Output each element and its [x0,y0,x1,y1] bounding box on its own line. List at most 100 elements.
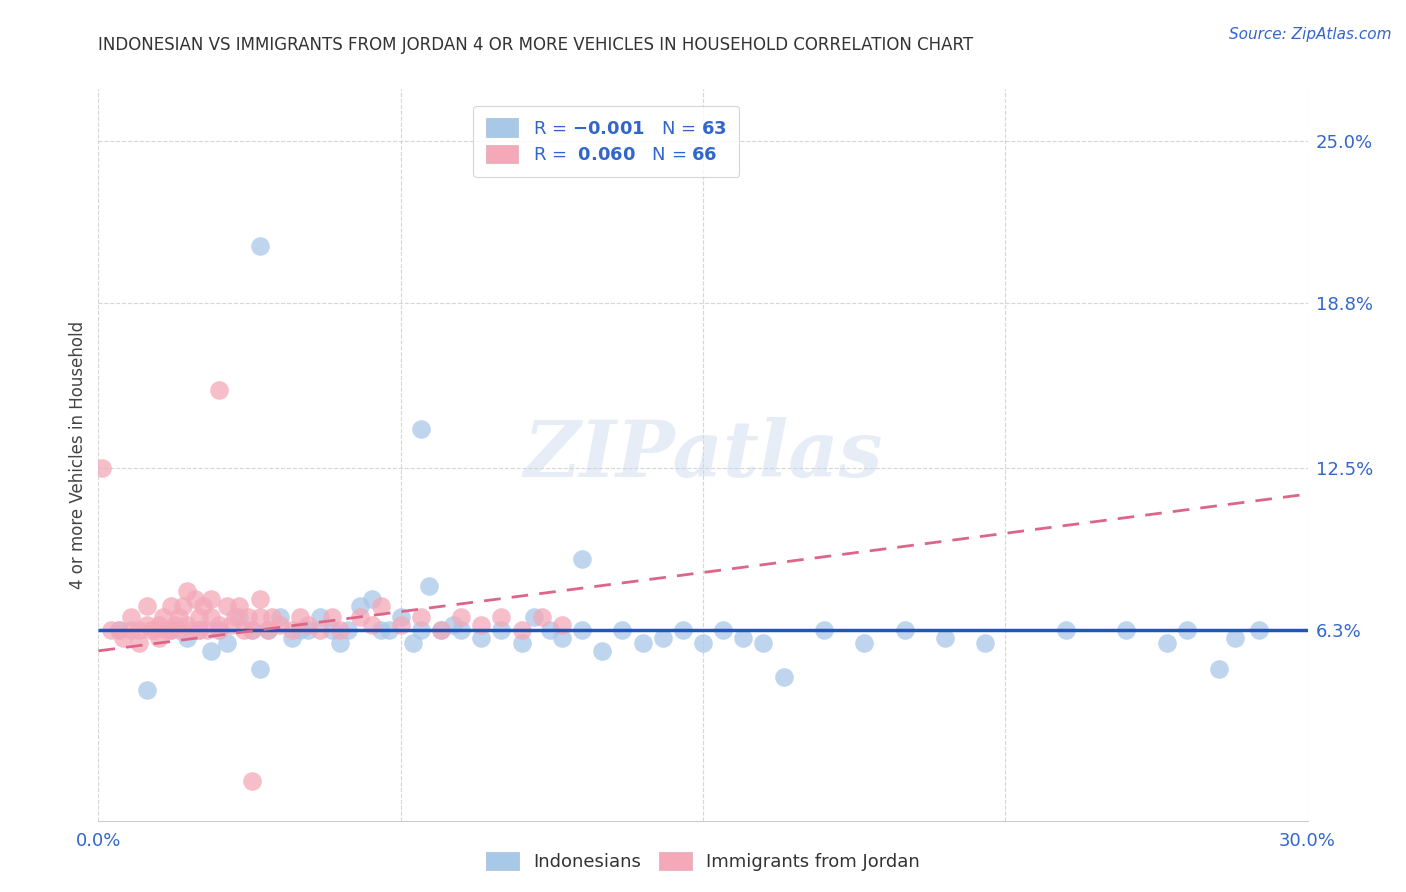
Point [236,610,259,624]
Point [217,636,239,650]
Point [1175,623,1198,637]
Point [551,617,574,632]
Point [232,623,254,637]
Text: Source: ZipAtlas.com: Source: ZipAtlas.com [1229,27,1392,42]
Point [249,591,271,606]
Point [733,631,755,645]
Point [450,610,472,624]
Point [135,599,157,614]
Point [188,610,211,624]
Point [135,617,157,632]
Point [349,610,371,624]
Point [249,662,271,676]
Text: ZIPatlas: ZIPatlas [523,417,883,493]
Point [200,610,222,624]
Point [200,644,222,658]
Point [148,631,170,645]
Point [249,610,271,624]
Point [934,631,956,645]
Point [361,617,384,632]
Point [180,623,202,637]
Point [188,623,211,637]
Point [249,239,271,253]
Point [256,623,278,637]
Point [389,617,412,632]
Point [240,623,263,637]
Point [651,631,673,645]
Point [135,683,157,698]
Point [893,623,915,637]
Point [288,610,311,624]
Point [329,623,352,637]
Point [176,583,198,598]
Point [491,610,513,624]
Point [100,623,122,637]
Point [260,610,283,624]
Point [176,631,198,645]
Y-axis label: 4 or more Vehicles in Household: 4 or more Vehicles in Household [69,321,87,589]
Point [409,610,432,624]
Point [418,578,440,592]
Point [160,599,183,614]
Point [813,623,835,637]
Point [139,623,162,637]
Point [402,636,425,650]
Point [711,623,734,637]
Point [160,623,183,637]
Point [152,610,174,624]
Point [571,552,593,566]
Point [430,623,453,637]
Point [752,636,775,650]
Point [409,623,432,637]
Point [370,623,392,637]
Point [349,599,371,614]
Point [128,623,150,637]
Point [377,623,399,637]
Point [193,599,215,614]
Point [692,636,714,650]
Point [612,623,634,637]
Point [120,623,142,637]
Point [208,623,231,637]
Point [128,636,150,650]
Point [224,610,246,624]
Point [217,599,239,614]
Point [120,610,142,624]
Point [240,774,263,789]
Point [309,610,332,624]
Point [321,623,343,637]
Text: INDONESIAN VS IMMIGRANTS FROM JORDAN 4 OR MORE VEHICLES IN HOUSEHOLD CORRELATION: INDONESIAN VS IMMIGRANTS FROM JORDAN 4 O… [98,36,973,54]
Point [538,623,561,637]
Point [631,636,654,650]
Point [672,623,695,637]
Point [176,617,198,632]
Legend: R = $\mathbf{-0.001}$   N = $\mathbf{63}$, R =  $\mathbf{0.060}$   N = $\mathbf{: R = $\mathbf{-0.001}$ N = $\mathbf{63}$,… [474,105,740,177]
Point [571,623,593,637]
Point [91,461,114,475]
Point [510,623,533,637]
Point [269,617,291,632]
Point [470,617,492,632]
Point [256,623,278,637]
Point [450,623,472,637]
Point [281,631,304,645]
Point [208,383,231,397]
Point [510,636,533,650]
Point [111,631,134,645]
Point [430,623,453,637]
Point [195,623,218,637]
Point [551,631,574,645]
Point [1223,631,1246,645]
Point [530,610,553,624]
Point [321,610,343,624]
Point [208,623,231,637]
Point [389,610,412,624]
Point [167,623,190,637]
Legend: Indonesians, Immigrants from Jordan: Indonesians, Immigrants from Jordan [479,845,927,879]
Point [1156,636,1178,650]
Point [163,617,186,632]
Point [228,610,250,624]
Point [591,644,613,658]
Point [200,591,222,606]
Point [470,631,492,645]
